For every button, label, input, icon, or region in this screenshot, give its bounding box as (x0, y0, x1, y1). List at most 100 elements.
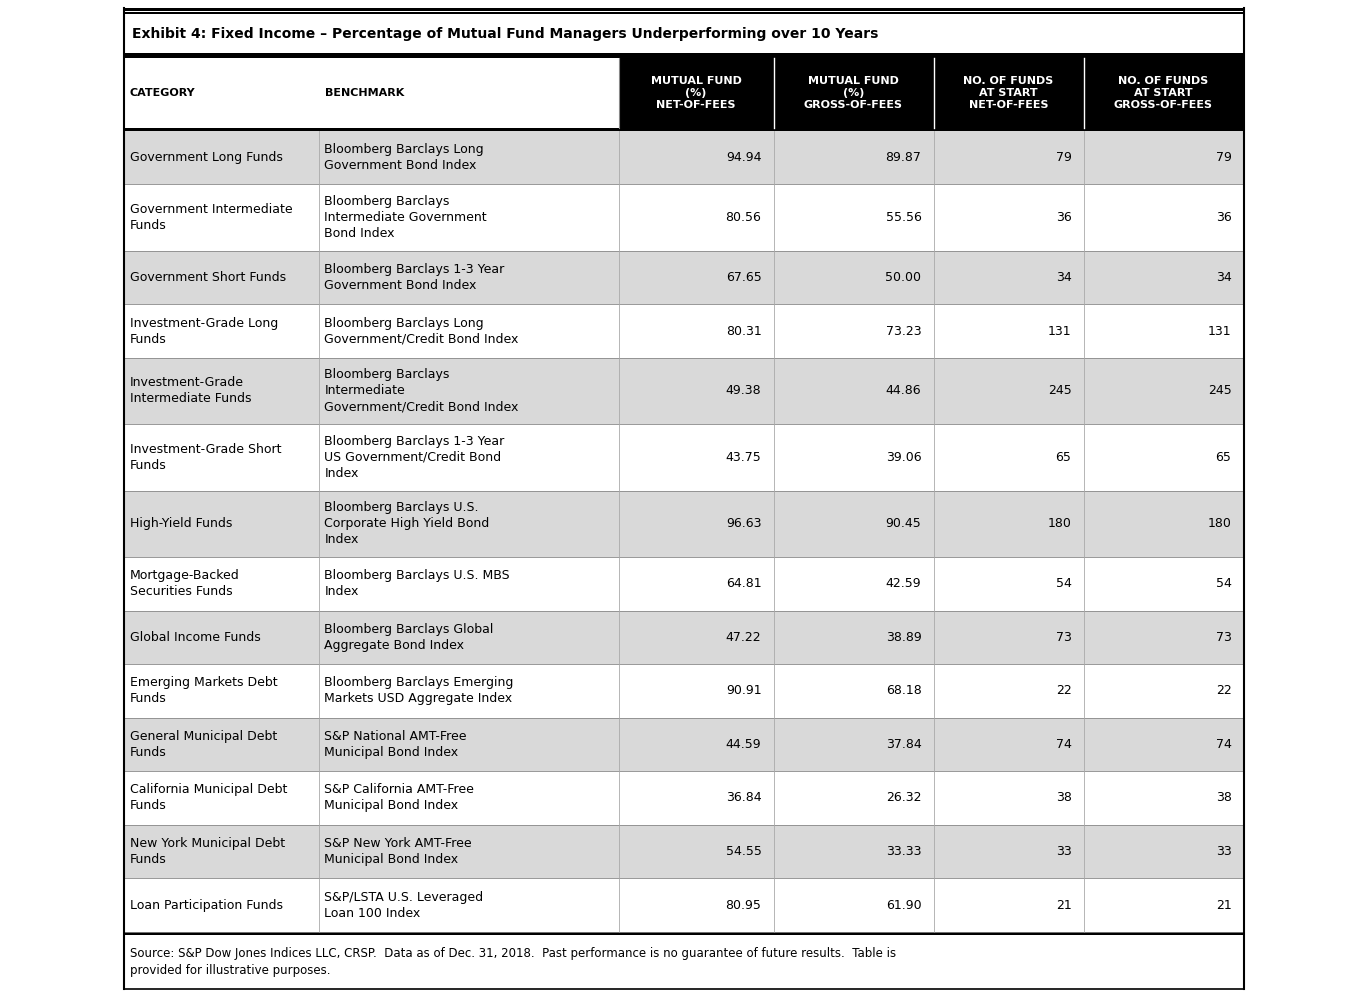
Text: Loan Participation Funds: Loan Participation Funds (130, 898, 283, 911)
Text: 39.06: 39.06 (886, 451, 921, 464)
Text: 50.00: 50.00 (886, 271, 921, 284)
Text: 54.55: 54.55 (726, 845, 761, 858)
Text: 22: 22 (1055, 684, 1072, 698)
Text: 65: 65 (1055, 451, 1072, 464)
Bar (934, 58, 1084, 128)
Text: 38: 38 (1055, 792, 1072, 805)
Text: 34: 34 (1215, 271, 1232, 284)
Text: California Municipal Debt
Funds: California Municipal Debt Funds (130, 784, 287, 813)
Text: 36: 36 (1055, 211, 1072, 224)
Bar (123, 358, 1244, 424)
Text: Government Intermediate
Funds: Government Intermediate Funds (130, 203, 293, 232)
Bar (123, 932, 1244, 935)
Text: Global Income Funds: Global Income Funds (130, 631, 260, 644)
Text: New York Municipal Debt
Funds: New York Municipal Debt Funds (130, 837, 284, 866)
Text: 245: 245 (1047, 385, 1072, 398)
Text: Bloomberg Barclays 1-3 Year
Government Bond Index: Bloomberg Barclays 1-3 Year Government B… (324, 263, 504, 292)
Text: 73: 73 (1215, 631, 1232, 644)
Text: Bloomberg Barclays Global
Aggregate Bond Index: Bloomberg Barclays Global Aggregate Bond… (324, 623, 493, 652)
Bar (123, 772, 1244, 825)
Bar (123, 878, 1244, 932)
Bar (123, 491, 1244, 557)
Text: Bloomberg Barclays U.S. MBS
Index: Bloomberg Barclays U.S. MBS Index (324, 569, 510, 598)
Bar (123, 424, 1244, 491)
Text: CATEGORY: CATEGORY (130, 88, 195, 98)
Text: Mortgage-Backed
Securities Funds: Mortgage-Backed Securities Funds (130, 569, 239, 598)
Text: NO. OF FUNDS
AT START
NET-OF-FEES: NO. OF FUNDS AT START NET-OF-FEES (964, 76, 1054, 110)
Text: S&P California AMT-Free
Municipal Bond Index: S&P California AMT-Free Municipal Bond I… (324, 784, 474, 813)
Text: Bloomberg Barclays U.S.
Corporate High Yield Bond
Index: Bloomberg Barclays U.S. Corporate High Y… (324, 501, 489, 546)
Text: 49.38: 49.38 (726, 385, 761, 398)
Text: 42.59: 42.59 (886, 577, 921, 590)
Text: 245: 245 (1208, 385, 1232, 398)
Text: Bloomberg Barclays Emerging
Markets USD Aggregate Index: Bloomberg Barclays Emerging Markets USD … (324, 676, 514, 706)
Text: General Municipal Debt
Funds: General Municipal Debt Funds (130, 730, 276, 759)
Text: 94.94: 94.94 (726, 151, 761, 164)
Text: Bloomberg Barclays 1-3 Year
US Government/Credit Bond
Index: Bloomberg Barclays 1-3 Year US Governmen… (324, 435, 504, 480)
Bar (123, 12, 1244, 14)
Text: 74: 74 (1215, 738, 1232, 751)
Text: 54: 54 (1055, 577, 1072, 590)
Text: 44.59: 44.59 (726, 738, 761, 751)
Text: 74: 74 (1055, 738, 1072, 751)
Text: Investment-Grade Short
Funds: Investment-Grade Short Funds (130, 443, 282, 472)
Text: S&P/LSTA U.S. Leveraged
Loan 100 Index: S&P/LSTA U.S. Leveraged Loan 100 Index (324, 890, 484, 919)
Bar (123, 825, 1244, 878)
Text: 36: 36 (1215, 211, 1232, 224)
Text: 79: 79 (1055, 151, 1072, 164)
Text: 55.56: 55.56 (886, 211, 921, 224)
Bar (123, 58, 618, 128)
Text: 33: 33 (1215, 845, 1232, 858)
Text: 80.31: 80.31 (726, 324, 761, 338)
Text: 26.32: 26.32 (886, 792, 921, 805)
Text: Bloomberg Barclays Long
Government Bond Index: Bloomberg Barclays Long Government Bond … (324, 143, 484, 172)
Text: Bloomberg Barclays
Intermediate Government
Bond Index: Bloomberg Barclays Intermediate Governme… (324, 195, 487, 240)
Text: 89.87: 89.87 (886, 151, 921, 164)
Text: 37.84: 37.84 (886, 738, 921, 751)
Text: 65: 65 (1215, 451, 1232, 464)
Bar (123, 131, 1244, 184)
Text: 36.84: 36.84 (726, 792, 761, 805)
Bar (123, 8, 1244, 11)
Text: 38.89: 38.89 (886, 631, 921, 644)
Text: 34: 34 (1055, 271, 1072, 284)
Text: 21: 21 (1055, 898, 1072, 911)
Text: NO. OF FUNDS
AT START
GROSS-OF-FEES: NO. OF FUNDS AT START GROSS-OF-FEES (1114, 76, 1213, 110)
Bar (123, 610, 1244, 664)
Text: BENCHMARK: BENCHMARK (324, 88, 403, 98)
Text: 68.18: 68.18 (886, 684, 921, 698)
Bar (123, 53, 1244, 58)
Text: S&P New York AMT-Free
Municipal Bond Index: S&P New York AMT-Free Municipal Bond Ind… (324, 837, 472, 866)
Bar (123, 304, 1244, 358)
Text: 54: 54 (1215, 577, 1232, 590)
Text: 33.33: 33.33 (886, 845, 921, 858)
Text: 73.23: 73.23 (886, 324, 921, 338)
Text: 90.91: 90.91 (726, 684, 761, 698)
Text: 180: 180 (1047, 517, 1072, 530)
Text: 64.81: 64.81 (726, 577, 761, 590)
Text: 131: 131 (1048, 324, 1072, 338)
Text: 80.95: 80.95 (726, 898, 761, 911)
Text: Government Short Funds: Government Short Funds (130, 271, 286, 284)
Text: 47.22: 47.22 (726, 631, 761, 644)
Text: Source: S&P Dow Jones Indices LLC, CRSP.  Data as of Dec. 31, 2018.  Past perfor: Source: S&P Dow Jones Indices LLC, CRSP.… (130, 947, 895, 977)
Bar (123, 557, 1244, 610)
Text: 67.65: 67.65 (726, 271, 761, 284)
Text: 131: 131 (1208, 324, 1232, 338)
Text: 22: 22 (1215, 684, 1232, 698)
Text: 38: 38 (1215, 792, 1232, 805)
Text: Bloomberg Barclays Long
Government/Credit Bond Index: Bloomberg Barclays Long Government/Credi… (324, 316, 519, 346)
Text: 43.75: 43.75 (726, 451, 761, 464)
Bar (123, 128, 1244, 131)
Text: 180: 180 (1207, 517, 1232, 530)
Text: 79: 79 (1215, 151, 1232, 164)
Bar (774, 58, 934, 128)
Bar (123, 718, 1244, 772)
Bar (123, 935, 1244, 989)
Bar (123, 250, 1244, 304)
Text: Bloomberg Barclays
Intermediate
Government/Credit Bond Index: Bloomberg Barclays Intermediate Governme… (324, 369, 519, 414)
Bar (123, 184, 1244, 250)
Text: Government Long Funds: Government Long Funds (130, 151, 283, 164)
Text: 80.56: 80.56 (726, 211, 761, 224)
Text: 96.63: 96.63 (726, 517, 761, 530)
